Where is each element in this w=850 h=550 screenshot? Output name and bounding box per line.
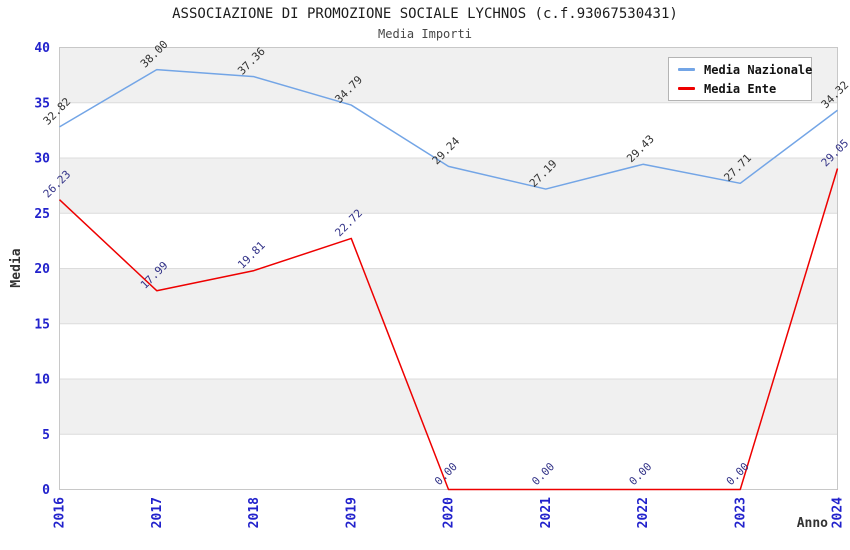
series-line-1: [58, 168, 839, 491]
y-axis-title: Media: [9, 248, 24, 287]
legend-label-ente: Media Ente: [704, 81, 777, 96]
legend-line-sample-nazionale: [678, 68, 695, 71]
x-tick-label: 2017: [150, 497, 165, 528]
series-line-0: [59, 68, 838, 190]
x-tick-label: 2020: [442, 497, 457, 528]
chart-title: ASSOCIAZIONE DI PROMOZIONE SOCIALE LYCHN…: [172, 6, 678, 22]
y-tick-label: 15: [34, 317, 50, 332]
y-tick-label: 5: [42, 428, 50, 443]
chart-subtitle: Media Importi: [378, 27, 472, 41]
y-tick-label: 10: [34, 373, 50, 388]
x-tick-label: 2022: [636, 497, 651, 528]
legend-item-ente: Media Ente: [678, 82, 811, 96]
y-tick-label: 0: [42, 483, 50, 498]
y-tick-label: 25: [34, 207, 50, 222]
x-axis-title: Anno: [797, 516, 828, 531]
x-tick-label: 2019: [344, 497, 359, 528]
y-tick-label: 40: [34, 41, 50, 56]
legend: Media Nazionale Media Ente: [668, 57, 812, 101]
x-tick-label: 2016: [53, 497, 68, 528]
x-tick-label: 2023: [733, 497, 748, 528]
legend-item-nazionale: Media Nazionale: [678, 62, 813, 77]
y-tick-label: 35: [34, 96, 50, 111]
legend-label-nazionale: Media Nazionale: [704, 62, 813, 77]
y-tick-label: 30: [34, 152, 50, 167]
x-tick-label: 2018: [247, 497, 262, 528]
y-tick-label: 20: [34, 262, 50, 277]
grid-band: [59, 158, 838, 214]
grid-band: [59, 379, 838, 435]
legend-line-sample-ente: [678, 87, 695, 90]
grid-band: [59, 268, 838, 324]
x-tick-label: 2024: [831, 497, 846, 528]
x-tick-label: 2021: [539, 497, 554, 528]
